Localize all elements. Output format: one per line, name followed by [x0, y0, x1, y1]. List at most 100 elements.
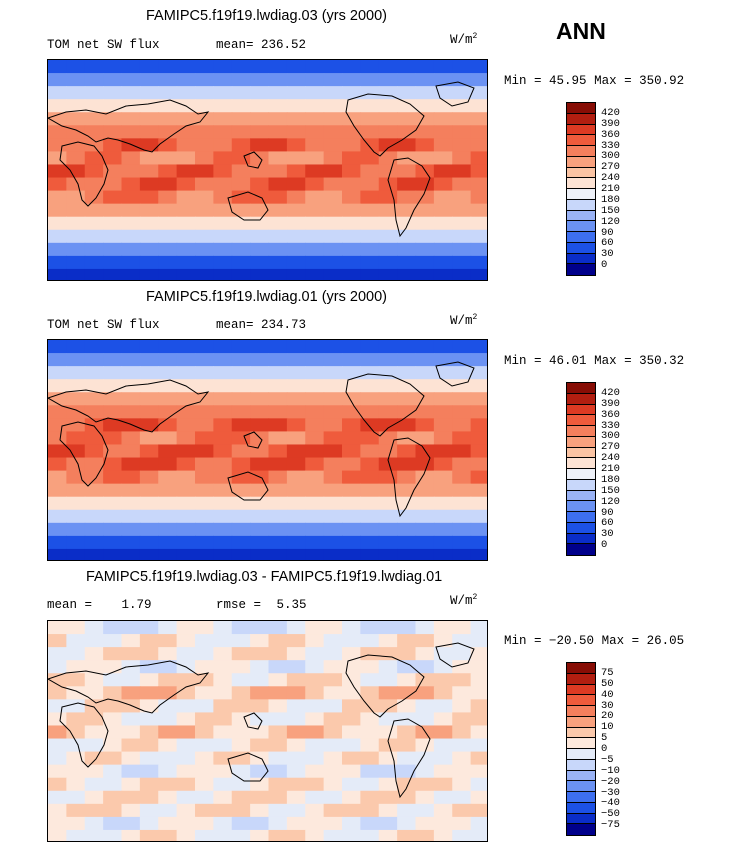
heatmap-cell: [195, 353, 214, 367]
heatmap-cell: [176, 509, 196, 524]
colorbar-tick-label: 10: [601, 721, 614, 734]
colorbar-swatch: [567, 738, 595, 749]
heatmap-cell: [415, 483, 435, 498]
colorbar-tick-label: 270: [601, 161, 620, 174]
heatmap-cell: [433, 803, 453, 818]
heatmap-cell: [139, 340, 159, 354]
heatmap-cell: [378, 229, 398, 244]
heatmap-cell: [342, 535, 361, 550]
heatmap-cell: [250, 112, 270, 126]
heatmap-cell: [342, 353, 361, 367]
heatmap-cell: [342, 634, 361, 648]
heatmap-cell: [415, 203, 435, 218]
panel2-heatmap: [48, 340, 487, 560]
heatmap-cell: [286, 790, 306, 805]
heatmap-cell: [139, 60, 159, 74]
heatmap-cell: [121, 738, 141, 753]
heatmap-cell: [176, 647, 196, 661]
heatmap-cell: [397, 738, 417, 753]
heatmap-cell: [286, 483, 306, 498]
heatmap-cell: [286, 229, 306, 244]
heatmap-cell: [397, 353, 417, 367]
coastline: [387, 157, 431, 238]
heatmap-cell: [231, 242, 251, 257]
heatmap-cell: [433, 86, 453, 100]
heatmap-cell: [433, 699, 453, 714]
heatmap-cell: [84, 751, 104, 766]
heatmap-cell: [323, 483, 343, 498]
heatmap-cell: [84, 340, 104, 354]
heatmap-cell: [452, 112, 472, 126]
heatmap-cell: [139, 353, 159, 367]
heatmap-cell: [121, 712, 141, 727]
heatmap-cell: [286, 548, 306, 560]
heatmap-cell: [433, 190, 453, 205]
heatmap-cell: [231, 660, 251, 674]
heatmap-cell: [250, 405, 270, 419]
heatmap-cell: [323, 829, 343, 841]
heatmap-cell: [213, 216, 233, 231]
heatmap-cell: [121, 483, 141, 498]
heatmap-cell: [48, 151, 67, 166]
heatmap-cell: [323, 151, 343, 166]
panel1-mean-label: mean=: [216, 38, 254, 52]
heatmap-cell: [158, 73, 178, 87]
heatmap-cell: [66, 418, 86, 433]
heatmap-cell: [213, 242, 233, 257]
heatmap-cell: [342, 151, 361, 166]
heatmap-cell: [250, 444, 270, 459]
heatmap-cell: [433, 216, 453, 231]
heatmap-cell: [195, 444, 214, 459]
heatmap-cell: [323, 470, 343, 485]
heatmap-cell: [139, 738, 159, 753]
heatmap-cell: [213, 686, 233, 700]
heatmap-cell: [342, 190, 361, 205]
heatmap-cell: [231, 125, 251, 139]
heatmap-cell: [158, 634, 178, 648]
heatmap-cell: [433, 177, 453, 192]
heatmap-cell: [305, 803, 325, 818]
heatmap-cell: [452, 803, 472, 818]
colorbar-swatch: [567, 436, 595, 448]
heatmap-cell: [231, 366, 251, 380]
heatmap-cell: [103, 164, 123, 179]
heatmap-cell: [397, 634, 417, 648]
heatmap-cell: [66, 73, 86, 87]
heatmap-cell: [195, 509, 214, 524]
heatmap-cell: [103, 151, 123, 166]
heatmap-cell: [452, 816, 472, 831]
coastline: [435, 642, 475, 668]
heatmap-cell: [66, 738, 86, 753]
heatmap-cell: [452, 177, 472, 192]
panel3-min-label: Min =: [504, 634, 542, 648]
heatmap-cell: [470, 509, 487, 524]
heatmap-cell: [433, 470, 453, 485]
heatmap-cell: [121, 151, 141, 166]
heatmap-cell: [470, 86, 487, 100]
heatmap-cell: [231, 712, 251, 727]
heatmap-cell: [66, 138, 86, 153]
heatmap-cell: [84, 548, 104, 560]
heatmap-cell: [231, 535, 251, 550]
heatmap-cell: [378, 164, 398, 179]
heatmap-cell: [342, 816, 361, 831]
heatmap-cell: [231, 379, 251, 393]
heatmap-cell: [158, 242, 178, 257]
heatmap-cell: [378, 751, 398, 766]
heatmap-cell: [378, 725, 398, 740]
heatmap-cell: [103, 392, 123, 406]
heatmap-cell: [231, 803, 251, 818]
heatmap-cell: [48, 483, 67, 498]
heatmap-cell: [470, 177, 487, 192]
heatmap-cell: [158, 366, 178, 380]
units-prefix: W/m: [450, 314, 473, 329]
heatmap-cell: [378, 190, 398, 205]
coastline: [227, 752, 269, 782]
heatmap-cell: [286, 444, 306, 459]
heatmap-cell: [305, 634, 325, 648]
heatmap-cell: [158, 699, 178, 714]
heatmap-cell: [176, 777, 196, 792]
heatmap-cell: [342, 673, 361, 687]
heatmap-cell: [213, 268, 233, 280]
heatmap-cell: [268, 790, 288, 805]
